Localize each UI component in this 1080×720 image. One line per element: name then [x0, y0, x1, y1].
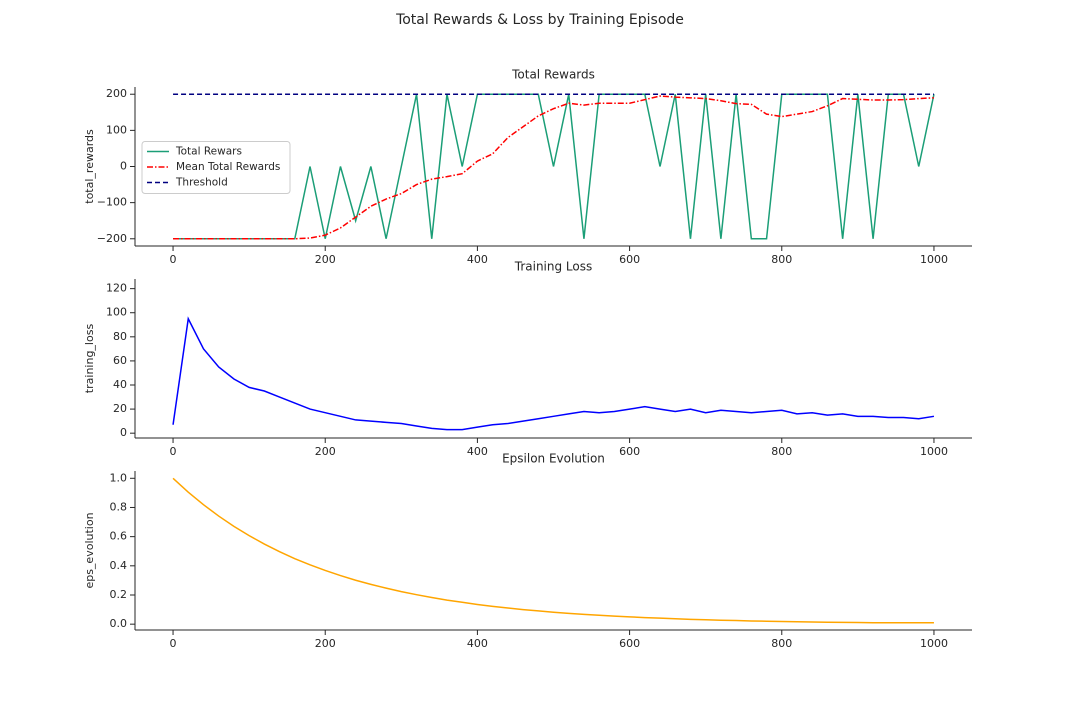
y-tick-label: 0.4 — [110, 559, 128, 572]
subplot-title: Total Rewards — [511, 68, 595, 82]
y-tick-label: 0.8 — [110, 500, 128, 513]
y-tick-label: 1.0 — [110, 471, 128, 484]
x-tick-label: 600 — [619, 445, 640, 458]
x-tick-label: 200 — [315, 253, 336, 266]
x-tick-label: 400 — [467, 253, 488, 266]
y-tick-label: 0.0 — [110, 617, 128, 630]
x-tick-label: 800 — [771, 253, 792, 266]
x-tick-label: 0 — [170, 445, 177, 458]
x-tick-label: 1000 — [920, 637, 948, 650]
y-tick-label: 60 — [113, 354, 127, 367]
x-tick-label: 600 — [619, 253, 640, 266]
figure-title: Total Rewards & Loss by Training Episode — [395, 12, 684, 28]
legend-label: Threshold — [175, 177, 228, 189]
x-tick-label: 200 — [315, 445, 336, 458]
x-tick-label: 1000 — [920, 253, 948, 266]
y-tick-label: 100 — [106, 306, 127, 319]
subplot-title: Epsilon Evolution — [502, 452, 605, 466]
x-tick-label: 600 — [619, 637, 640, 650]
y-tick-label: 200 — [106, 87, 127, 100]
x-tick-label: 0 — [170, 253, 177, 266]
y-tick-label: 100 — [106, 123, 127, 136]
y-axis-label: total_rewards — [83, 129, 96, 204]
y-tick-label: 20 — [113, 402, 127, 415]
y-tick-label: 0.6 — [110, 530, 128, 543]
y-axis-label: eps_evolution — [83, 512, 96, 588]
legend-box — [141, 141, 291, 194]
x-tick-label: 400 — [467, 445, 488, 458]
y-tick-label: 0 — [120, 426, 127, 439]
subplot-title: Training Loss — [514, 260, 592, 274]
y-axis-label: training_loss — [83, 324, 96, 394]
x-tick-label: 800 — [771, 445, 792, 458]
x-tick-label: 1000 — [920, 445, 948, 458]
y-tick-label: 80 — [113, 330, 127, 343]
y-tick-label: 0.2 — [110, 588, 128, 601]
data-line — [173, 95, 934, 240]
legend-label: Mean Total Rewards — [176, 161, 280, 173]
y-tick-label: 120 — [106, 282, 127, 295]
x-tick-label: 200 — [315, 637, 336, 650]
y-tick-label: 0 — [120, 160, 127, 173]
x-tick-label: 400 — [467, 637, 488, 650]
y-tick-label: −200 — [97, 232, 127, 245]
x-tick-label: 0 — [170, 637, 177, 650]
data-line — [172, 316, 935, 431]
legend-label: Total Rewars — [175, 146, 242, 158]
x-tick-label: 800 — [771, 637, 792, 650]
y-tick-label: 40 — [113, 378, 127, 391]
y-tick-label: −100 — [97, 196, 127, 209]
data-line — [172, 477, 934, 624]
